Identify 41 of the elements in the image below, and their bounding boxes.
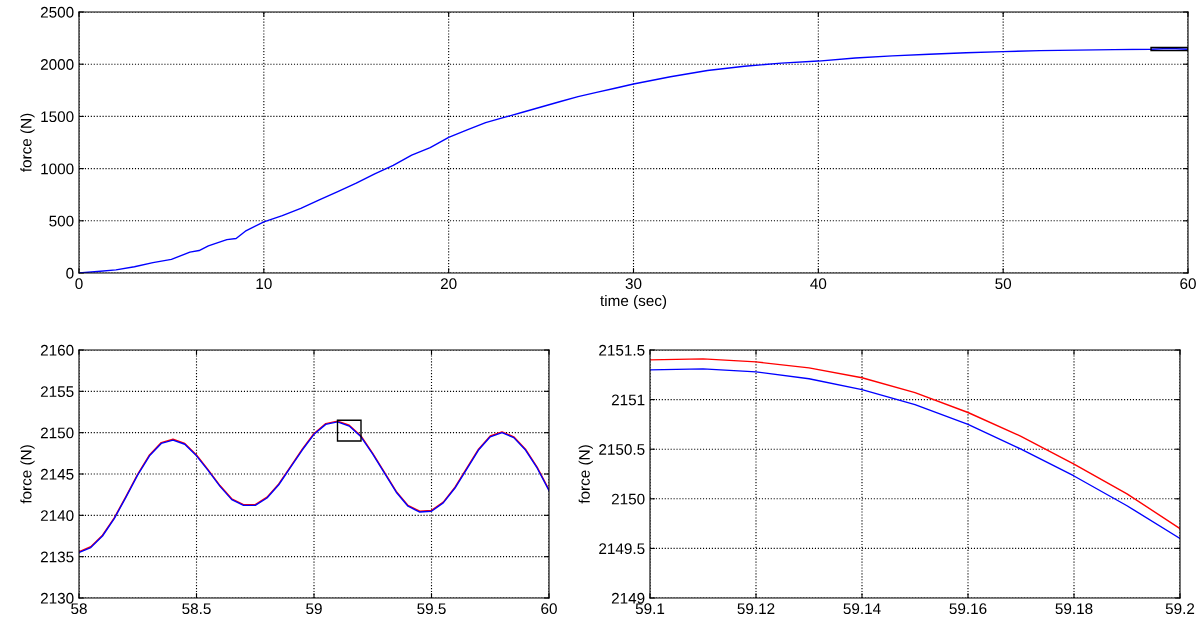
y-tick-label: 2150 <box>611 493 645 505</box>
x-tick-label: 10 <box>256 278 272 290</box>
y-tick-label: 2130 <box>40 592 74 604</box>
y-tick-label: 2135 <box>40 551 74 563</box>
y-axis-title: force (N) <box>578 445 593 504</box>
y-tick-label: 2149.5 <box>599 543 645 555</box>
y-tick-label: 2155 <box>40 386 74 398</box>
x-axis-title: time (sec) <box>600 294 667 310</box>
x-tick-label: 50 <box>995 278 1012 290</box>
x-tick-label: 20 <box>440 278 457 290</box>
x-tick-label: 58.5 <box>182 603 211 615</box>
x-tick-label: 0 <box>75 278 83 290</box>
y-tick-label: 0 <box>66 267 74 279</box>
y-tick-label: 2151 <box>611 394 645 406</box>
x-tick-label: 59.2 <box>1165 603 1195 615</box>
y-tick-label: 2151.5 <box>599 344 645 356</box>
y-tick-label: 2140 <box>40 510 74 522</box>
x-tick-label: 60 <box>541 603 557 615</box>
x-tick-label: 59.5 <box>417 603 446 615</box>
x-tick-label: 59.1 <box>635 603 665 615</box>
y-tick-label: 2149 <box>611 592 645 604</box>
x-tick-label: 59.16 <box>949 603 987 615</box>
x-tick-label: 40 <box>810 278 827 290</box>
y-tick-label: 2000 <box>40 59 74 70</box>
y-tick-label: 2150 <box>40 427 74 439</box>
x-tick-label: 58 <box>71 603 87 615</box>
y-tick-label: 2500 <box>40 6 74 18</box>
y-tick-label: 500 <box>49 215 74 227</box>
x-tick-label: 60 <box>1180 278 1196 290</box>
x-tick-label: 59 <box>306 603 322 615</box>
x-tick-label: 30 <box>625 278 642 290</box>
y-tick-label: 1000 <box>41 163 74 175</box>
y-axis-title: force (N) <box>20 445 35 504</box>
y-axis-title: force (N) <box>20 113 35 172</box>
y-tick-label: 2145 <box>40 468 74 480</box>
x-tick-label: 59.14 <box>843 603 881 615</box>
y-tick-label: 1500 <box>41 111 74 123</box>
x-tick-label: 59.18 <box>1055 603 1093 615</box>
x-tick-label: 59.12 <box>737 603 775 615</box>
y-tick-label: 2150.5 <box>599 444 645 455</box>
y-tick-label: 2160 <box>40 344 74 356</box>
